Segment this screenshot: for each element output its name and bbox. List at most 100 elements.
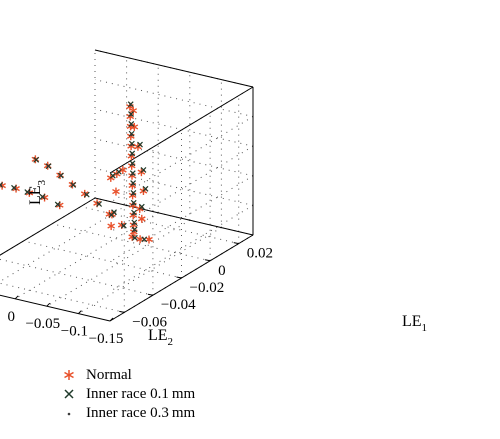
data-point-inner-race-03 xyxy=(131,183,134,186)
data-point-inner-race-01 xyxy=(39,193,46,200)
data-point-inner-race-03 xyxy=(131,173,134,176)
tick-mark xyxy=(147,293,153,296)
data-point-normal xyxy=(145,235,153,244)
tick-mark xyxy=(46,302,51,307)
data-point-inner-race-03 xyxy=(131,193,134,196)
grid-line xyxy=(0,258,154,296)
data-point-inner-race-01 xyxy=(130,189,137,196)
data-point-normal xyxy=(130,122,139,131)
tick-labels: 0.060.040.020−0.02−0.040.10.050−0.05−0.1… xyxy=(7,246,273,347)
dot-marker-icon xyxy=(67,412,71,416)
data-point-inner-race-03 xyxy=(27,191,30,194)
data-point-inner-race-03 xyxy=(84,193,87,196)
asterisk-marker-icon xyxy=(64,370,74,380)
data-point-inner-race-01 xyxy=(128,120,135,127)
y-tick-label: −0.15 xyxy=(89,331,124,347)
data-point-inner-race-01 xyxy=(11,184,17,191)
grid-line xyxy=(14,212,159,300)
x-axis-label: LE1 xyxy=(402,313,427,334)
data-point-inner-race-01 xyxy=(120,222,127,229)
grid-line xyxy=(80,206,239,245)
data-point-normal xyxy=(118,166,127,174)
y-axis-label: LE2 xyxy=(148,327,173,348)
legend-label: Normal xyxy=(86,367,132,383)
data-point-normal xyxy=(107,222,115,231)
data-point-inner-race-03 xyxy=(131,163,134,166)
data-point-inner-race-03 xyxy=(130,153,133,156)
axis-line xyxy=(0,197,96,256)
data-point-inner-race-01 xyxy=(141,236,148,243)
data-point-inner-race-01 xyxy=(109,172,116,179)
data-point-inner-race-03 xyxy=(133,229,136,232)
data-point-inner-race-01 xyxy=(138,203,145,210)
grid-line xyxy=(94,108,254,147)
data-point-inner-race-03 xyxy=(130,143,133,146)
data-point-inner-race-01 xyxy=(128,140,135,147)
data-point-inner-race-01 xyxy=(127,101,134,108)
x-tick-label: −0.06 xyxy=(132,314,167,330)
data-point-inner-race-03 xyxy=(132,222,135,225)
axis-line xyxy=(94,197,254,236)
grid-line xyxy=(46,219,191,307)
grid-line xyxy=(23,240,182,279)
data-point-inner-race-01 xyxy=(33,156,40,163)
grid-line xyxy=(51,223,211,262)
data-point-inner-race-01 xyxy=(131,226,138,233)
axes-box xyxy=(0,49,254,322)
data-point-inner-race-01 xyxy=(131,234,138,241)
axis-line xyxy=(0,294,111,322)
y-tick-label: −0.1 xyxy=(61,324,88,340)
data-point-inner-race-03 xyxy=(132,203,135,206)
data-point-inner-race-03 xyxy=(121,224,124,227)
data-point-inner-race-01 xyxy=(140,167,147,173)
grid-line xyxy=(0,282,125,313)
x-tick-label: −0.02 xyxy=(190,280,225,296)
data-points xyxy=(0,101,153,244)
tick-mark xyxy=(78,310,82,314)
data-point-inner-race-01 xyxy=(142,185,149,192)
data-point-inner-race-03 xyxy=(132,212,135,215)
data-point-inner-race-01 xyxy=(129,170,136,177)
data-point-inner-race-03 xyxy=(129,114,132,117)
x-tick-label: 0 xyxy=(218,263,226,279)
data-point-inner-race-01 xyxy=(128,130,135,137)
tick-mark xyxy=(119,310,125,313)
data-point-inner-race-03 xyxy=(97,202,100,205)
data-point-inner-race-01 xyxy=(130,180,137,186)
z-axis-label: LE3 xyxy=(27,179,48,205)
grid-line xyxy=(94,167,254,206)
x-tick-label: 0.02 xyxy=(247,246,273,262)
data-point-inner-race-01 xyxy=(83,191,90,198)
data-point-normal xyxy=(137,214,146,223)
data-point-inner-race-03 xyxy=(129,124,132,127)
tick-mark xyxy=(109,317,114,322)
data-point-inner-race-03 xyxy=(71,183,74,186)
axis-line xyxy=(109,86,254,174)
data-point-inner-race-01 xyxy=(131,219,138,226)
x-tick-label: −0.04 xyxy=(161,297,196,313)
data-point-inner-race-03 xyxy=(132,236,135,239)
data-point-inner-race-01 xyxy=(96,201,103,207)
tick-mark xyxy=(205,259,211,262)
tick-mark xyxy=(176,276,182,279)
data-point-inner-race-01 xyxy=(24,189,31,195)
data-point-normal xyxy=(112,187,120,196)
y-tick-label: 0 xyxy=(7,309,15,325)
data-point-inner-race-01 xyxy=(129,160,136,167)
y-tick-label: −0.05 xyxy=(25,316,60,332)
data-point-inner-race-01 xyxy=(111,209,117,216)
data-point-inner-race-03 xyxy=(47,164,50,167)
legend-label: Inner race 0.3 mm xyxy=(86,405,196,421)
data-point-normal xyxy=(136,235,144,244)
data-point-inner-race-01 xyxy=(54,201,61,208)
data-point-inner-race-03 xyxy=(57,203,60,206)
grid-line xyxy=(94,79,254,118)
data-point-inner-race-03 xyxy=(130,133,133,136)
data-point-inner-race-01 xyxy=(130,199,137,206)
grid-line xyxy=(109,175,254,263)
grid-line xyxy=(94,138,254,177)
data-point-inner-race-03 xyxy=(0,184,3,187)
data-point-inner-race-01 xyxy=(131,209,137,216)
data-point-inner-race-03 xyxy=(129,104,132,107)
